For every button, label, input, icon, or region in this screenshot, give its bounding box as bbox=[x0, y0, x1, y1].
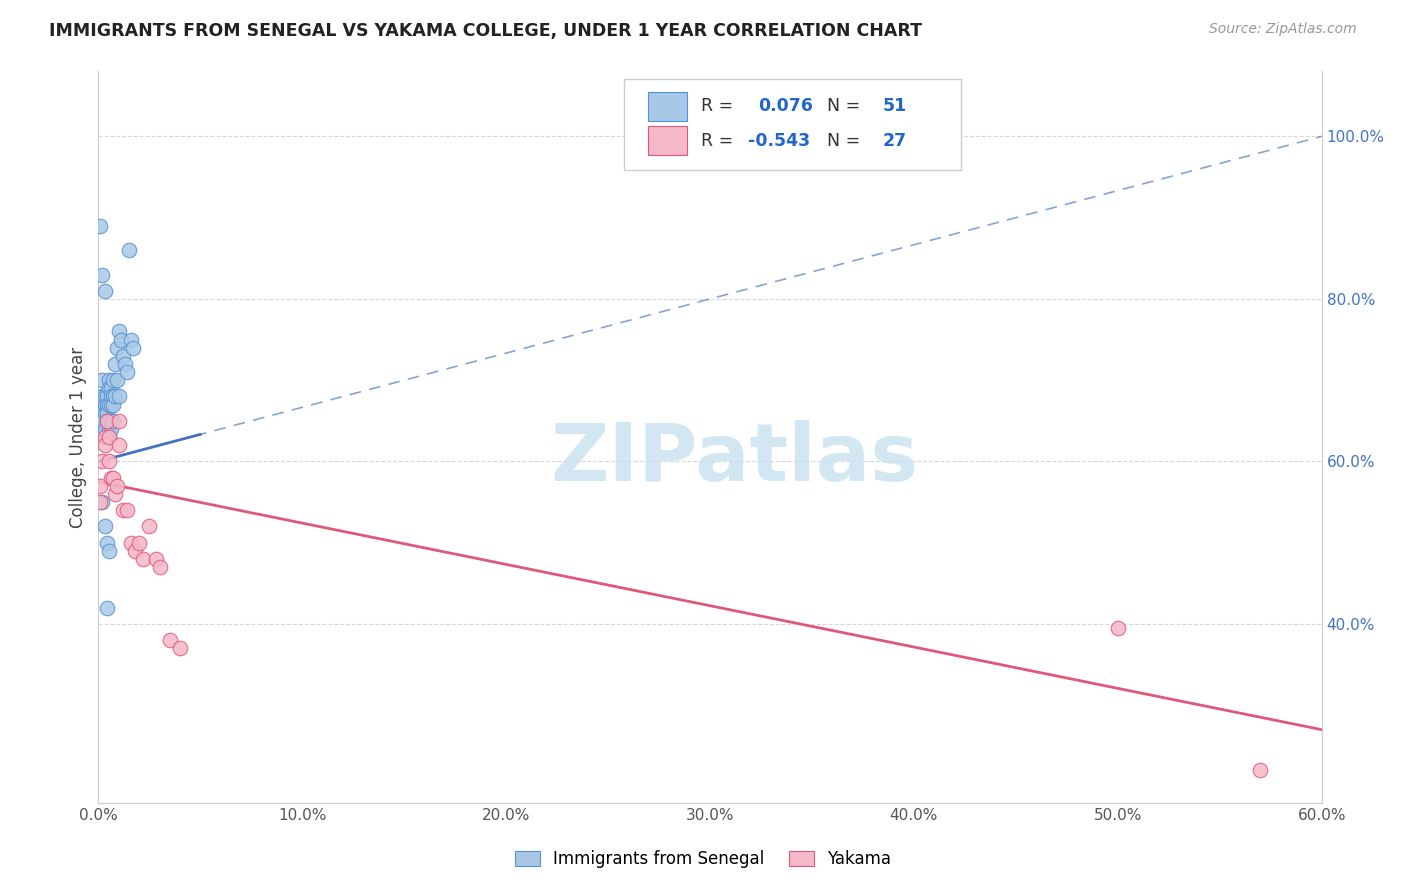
Point bbox=[89, 219, 111, 233]
Text: Source: ZipAtlas.com: Source: ZipAtlas.com bbox=[1209, 22, 1357, 37]
Point bbox=[97, 381, 120, 395]
Point bbox=[100, 422, 122, 436]
Point bbox=[104, 357, 127, 371]
Point bbox=[120, 333, 142, 347]
Text: IMMIGRANTS FROM SENEGAL VS YAKAMA COLLEGE, UNDER 1 YEAR CORRELATION CHART: IMMIGRANTS FROM SENEGAL VS YAKAMA COLLEG… bbox=[49, 22, 922, 40]
Point bbox=[115, 503, 138, 517]
Point bbox=[97, 422, 120, 436]
Point bbox=[93, 389, 115, 403]
Text: N =: N = bbox=[828, 97, 860, 115]
Point bbox=[101, 471, 124, 485]
Point bbox=[91, 389, 114, 403]
Legend: Immigrants from Senegal, Yakama: Immigrants from Senegal, Yakama bbox=[508, 844, 898, 875]
Y-axis label: College, Under 1 year: College, Under 1 year bbox=[69, 346, 87, 528]
Text: N =: N = bbox=[828, 132, 860, 150]
Point bbox=[108, 414, 131, 428]
Point bbox=[96, 406, 118, 420]
Point bbox=[97, 414, 120, 428]
Point bbox=[93, 519, 115, 533]
Point bbox=[105, 479, 128, 493]
FancyBboxPatch shape bbox=[624, 78, 960, 170]
Point bbox=[110, 333, 132, 347]
Point bbox=[138, 519, 160, 533]
Point bbox=[97, 373, 120, 387]
Point bbox=[96, 398, 118, 412]
Point bbox=[91, 495, 114, 509]
Point bbox=[100, 398, 122, 412]
Point bbox=[118, 243, 141, 257]
Point bbox=[105, 341, 128, 355]
Point bbox=[100, 389, 122, 403]
Text: 51: 51 bbox=[883, 97, 907, 115]
Point bbox=[89, 414, 111, 428]
Point bbox=[91, 414, 114, 428]
Point bbox=[97, 430, 120, 444]
Text: ZIPatlas: ZIPatlas bbox=[550, 420, 918, 498]
Point bbox=[101, 414, 124, 428]
Text: R =: R = bbox=[702, 132, 734, 150]
Point bbox=[159, 633, 181, 648]
Point bbox=[132, 552, 155, 566]
Point bbox=[108, 389, 131, 403]
Point bbox=[105, 373, 128, 387]
Point bbox=[120, 535, 142, 549]
Point bbox=[91, 268, 114, 282]
Point bbox=[100, 414, 122, 428]
Point bbox=[97, 454, 120, 468]
Point bbox=[89, 422, 111, 436]
Text: 27: 27 bbox=[883, 132, 907, 150]
Point bbox=[93, 406, 115, 420]
Point bbox=[101, 389, 124, 403]
Point bbox=[149, 560, 172, 574]
Text: -0.543: -0.543 bbox=[748, 132, 810, 150]
FancyBboxPatch shape bbox=[648, 126, 686, 155]
Point bbox=[97, 398, 120, 412]
Point bbox=[91, 373, 114, 387]
Point bbox=[97, 430, 120, 444]
Point bbox=[93, 430, 115, 444]
Point bbox=[96, 535, 118, 549]
Text: 0.076: 0.076 bbox=[758, 97, 813, 115]
Point bbox=[89, 479, 111, 493]
Point bbox=[122, 341, 145, 355]
Point bbox=[169, 641, 191, 656]
Point bbox=[96, 389, 118, 403]
Point bbox=[93, 398, 115, 412]
Point bbox=[124, 544, 146, 558]
Point bbox=[104, 487, 127, 501]
Point bbox=[128, 535, 150, 549]
Point bbox=[89, 495, 111, 509]
Point bbox=[1249, 764, 1271, 778]
Point bbox=[1107, 621, 1129, 635]
Point bbox=[96, 430, 118, 444]
Point bbox=[101, 373, 124, 387]
Point bbox=[108, 325, 131, 339]
Point bbox=[97, 544, 120, 558]
Text: R =: R = bbox=[702, 97, 734, 115]
Point bbox=[111, 503, 134, 517]
Point bbox=[111, 349, 134, 363]
Point bbox=[104, 389, 127, 403]
Point bbox=[115, 365, 138, 379]
Point bbox=[91, 454, 114, 468]
FancyBboxPatch shape bbox=[648, 92, 686, 121]
Point bbox=[89, 406, 111, 420]
Point bbox=[96, 414, 118, 428]
Point bbox=[93, 438, 115, 452]
Point bbox=[101, 398, 124, 412]
Point bbox=[93, 284, 115, 298]
Point bbox=[93, 422, 115, 436]
Point bbox=[100, 381, 122, 395]
Point bbox=[100, 471, 122, 485]
Point bbox=[108, 438, 131, 452]
Point bbox=[114, 357, 136, 371]
Point bbox=[96, 414, 118, 428]
Point bbox=[96, 600, 118, 615]
Point bbox=[145, 552, 167, 566]
